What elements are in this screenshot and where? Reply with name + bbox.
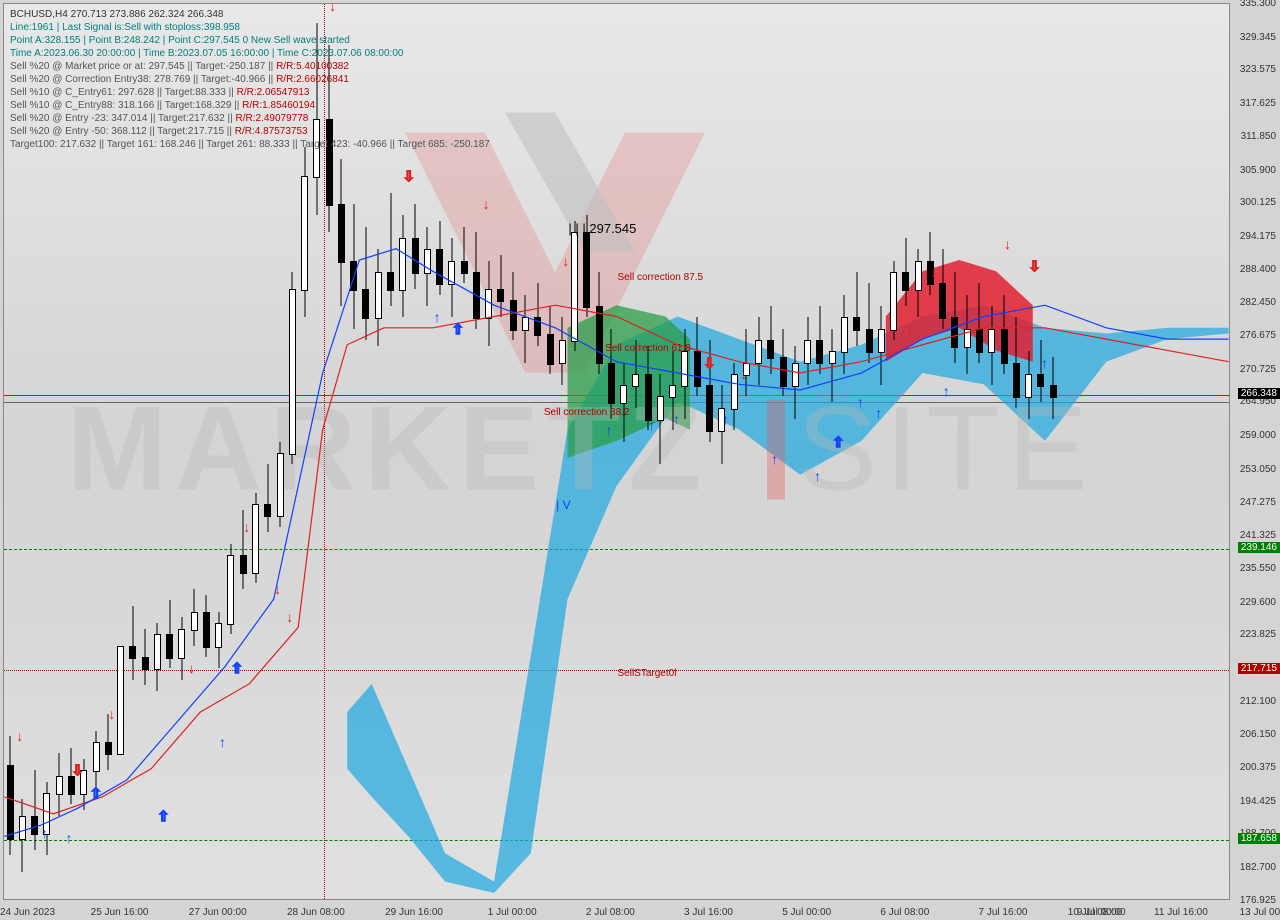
plot-area[interactable]: MARKETZ SITE BCHUSD,H4 270.713 273.886 2… <box>3 3 1230 900</box>
x-axis: 24 Jun 202325 Jun 16:0027 Jun 00:0028 Ju… <box>3 902 1230 920</box>
chart-root: MARKETZ SITE BCHUSD,H4 270.713 273.886 2… <box>0 0 1280 920</box>
y-axis: 335.300329.345323.575317.625311.850305.9… <box>1232 3 1280 900</box>
watermark-text: MARKETZ SITE <box>67 379 1167 524</box>
info-panel: BCHUSD,H4 270.713 273.886 262.324 266.34… <box>10 8 490 151</box>
